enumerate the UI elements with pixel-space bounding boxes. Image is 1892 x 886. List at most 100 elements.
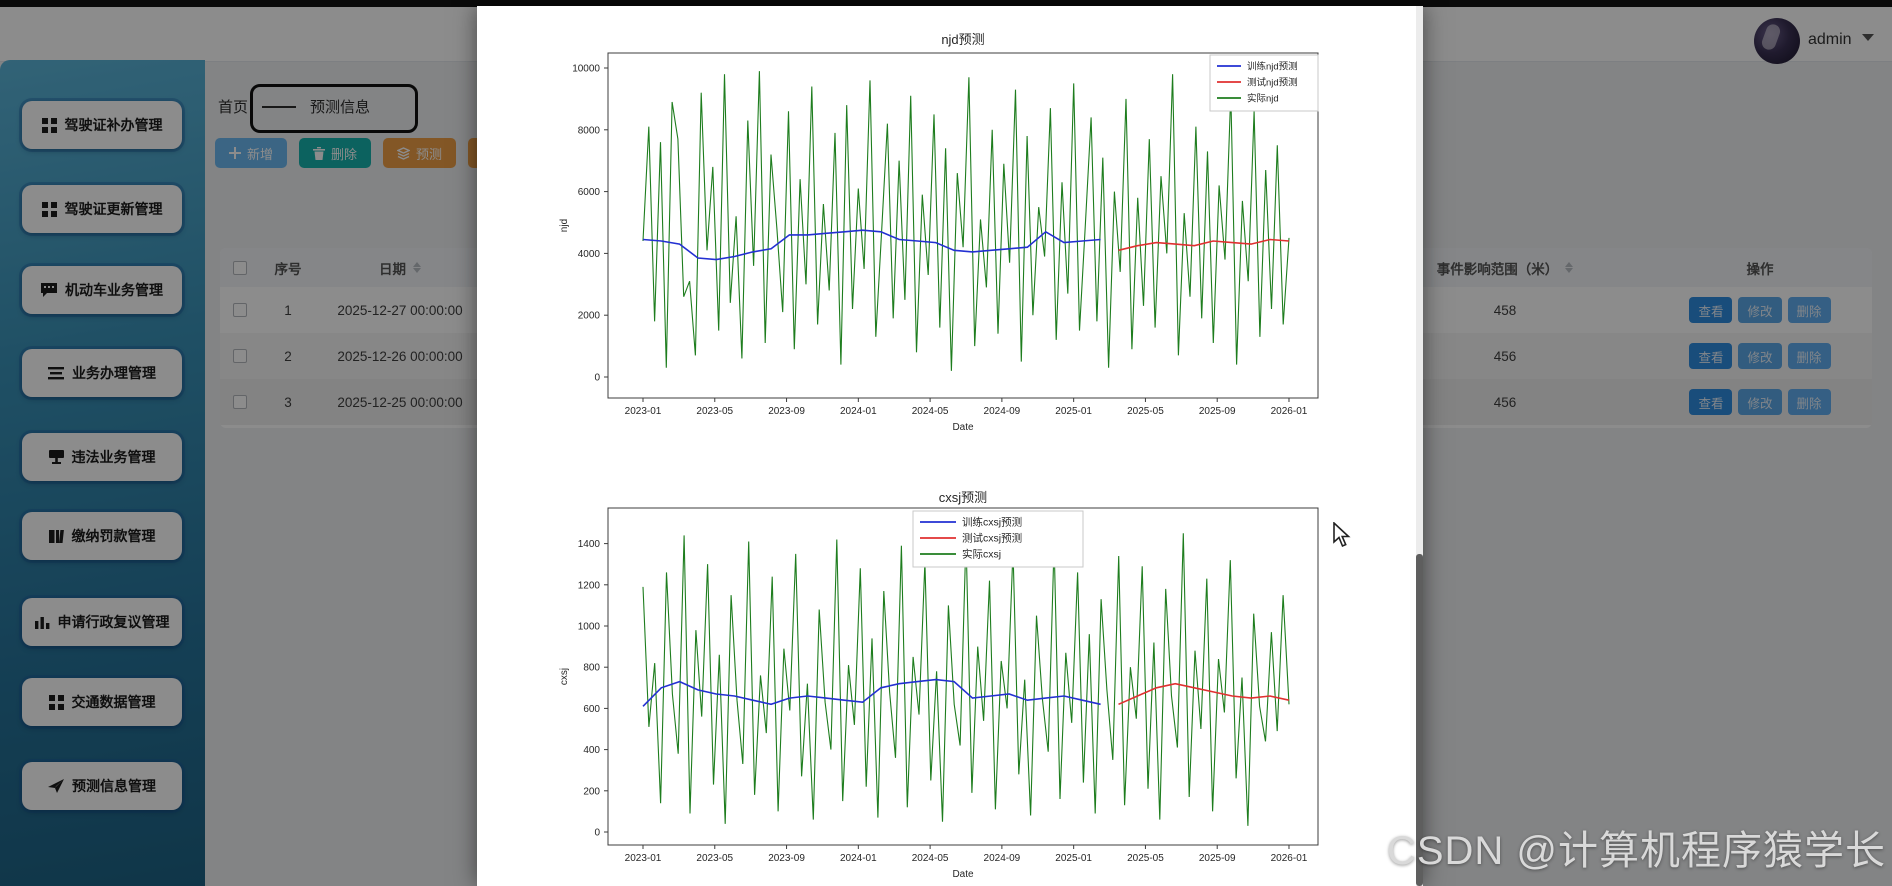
cell-operation: 查看 修改 删除 [1660, 333, 1860, 379]
series-测试cxsj预测 [1118, 682, 1290, 706]
chart-1: njd预测 0 2000 4000 6000 8000 10000 2023-01 2023-0… [559, 32, 1319, 433]
svg-text:2025-05: 2025-05 [1127, 853, 1164, 864]
sidebar-item-5[interactable]: 违法业务管理 [22, 433, 182, 481]
sidebar-item-1[interactable]: 驾驶证补办管理 [22, 101, 182, 149]
sidebar-item-2[interactable]: 驾驶证更新管理 [22, 185, 182, 233]
sort-icon [1565, 262, 1574, 273]
svg-text:2024-05: 2024-05 [912, 406, 949, 417]
breadcrumb-home[interactable]: 首页 [218, 99, 249, 116]
bar-chart-icon [34, 615, 50, 629]
row-action-修改[interactable]: 修改 [1738, 389, 1782, 415]
row-action-修改[interactable]: 修改 [1738, 297, 1782, 323]
svg-text:2024-09: 2024-09 [984, 406, 1021, 417]
svg-text:2000: 2000 [578, 311, 601, 322]
svg-text:2025-05: 2025-05 [1127, 406, 1164, 417]
svg-text:2025-09: 2025-09 [1199, 853, 1236, 864]
username[interactable]: admin [1808, 31, 1852, 48]
select-all-checkbox[interactable] [233, 260, 247, 275]
svg-text:cxsj预测: cxsj预测 [939, 490, 987, 505]
cell-range: 456 [1493, 348, 1517, 364]
sidebar-item-label: 交通数据管理 [71, 694, 156, 710]
sidebar-item-label: 驾驶证更新管理 [64, 201, 163, 217]
svg-text:2025-09: 2025-09 [1199, 406, 1236, 417]
column-header-no[interactable]: 序号 [274, 261, 302, 277]
sidebar-item-label: 驾驶证补办管理 [64, 117, 163, 133]
mouse-cursor-icon [1333, 522, 1351, 548]
sidebar-item-3[interactable]: 机动车业务管理 [22, 266, 182, 314]
sidebar-item-7[interactable]: 申请行政复议管理 [22, 598, 182, 646]
toolbar-button-预测-3[interactable]: 预测 [383, 138, 457, 168]
sidebar: 驾驶证补办管理 驾驶证更新管理 机动车业务管理业务办理管理 违法业务管理缴纳罚款管理申… [0, 60, 205, 886]
send-icon [48, 779, 64, 793]
row-action-修改[interactable]: 修改 [1738, 343, 1782, 369]
row-checkbox[interactable] [233, 303, 247, 317]
row-action-删除[interactable]: 删除 [1787, 389, 1831, 415]
sidebar-item-label: 缴纳罚款管理 [71, 528, 156, 544]
breadcrumb: 首页 预测信息 [218, 96, 370, 117]
svg-text:2023-05: 2023-05 [696, 406, 733, 417]
row-checkbox[interactable] [233, 349, 247, 363]
svg-text:2026-01: 2026-01 [1271, 406, 1308, 417]
column-header-range[interactable]: 事件影响范围（米） [1420, 248, 1590, 287]
svg-text:200: 200 [583, 786, 600, 797]
svg-text:2024-05: 2024-05 [912, 853, 949, 864]
row-action-删除[interactable]: 删除 [1787, 297, 1831, 323]
list-icon [48, 366, 64, 380]
svg-text:2023-05: 2023-05 [696, 853, 733, 864]
sidebar-item-8[interactable]: 交通数据管理 [22, 678, 182, 726]
svg-text:2023-01: 2023-01 [625, 406, 662, 417]
cell-date: 2025-12-27 00:00:00 [337, 302, 463, 318]
book-icon [48, 529, 64, 544]
cell-no: 3 [284, 394, 292, 410]
svg-text:训练cxsj预测: 训练cxsj预测 [962, 516, 1022, 529]
svg-text:2023-09: 2023-09 [768, 406, 805, 417]
row-action-查看[interactable]: 查看 [1689, 297, 1733, 323]
prediction-charts-modal: njd预测 0 2000 4000 6000 8000 10000 2023-01 2023-0… [477, 6, 1423, 886]
svg-text:2026-01: 2026-01 [1271, 853, 1308, 864]
column-header-date[interactable]: 日期 [320, 248, 480, 287]
breadcrumb-current: 预测信息 [310, 99, 371, 116]
trash-icon [313, 146, 326, 160]
sort-icon [413, 262, 421, 273]
svg-text:Date: Date [952, 869, 974, 880]
avatar[interactable] [1754, 18, 1800, 64]
svg-text:njd预测: njd预测 [941, 32, 984, 47]
modal-scrollbar-track[interactable] [1416, 6, 1423, 886]
svg-text:1400: 1400 [578, 539, 601, 550]
toolbar-button-label: 预测 [416, 146, 443, 162]
row-action-查看[interactable]: 查看 [1689, 343, 1733, 369]
svg-text:600: 600 [583, 704, 600, 715]
svg-text:8000: 8000 [578, 125, 601, 136]
cell-range: 456 [1493, 394, 1517, 410]
toolbar-button-新增-1[interactable]: 新增 [215, 138, 288, 168]
row-checkbox[interactable] [233, 395, 247, 409]
sidebar-item-label: 机动车业务管理 [65, 282, 163, 298]
svg-text:4000: 4000 [578, 249, 601, 260]
row-action-删除[interactable]: 删除 [1787, 343, 1831, 369]
chevron-down-icon[interactable] [1862, 34, 1874, 41]
series-实际njd [642, 71, 1290, 371]
svg-text:2024-01: 2024-01 [840, 853, 877, 864]
svg-text:2025-01: 2025-01 [1055, 406, 1092, 417]
sidebar-item-label: 预测信息管理 [72, 778, 156, 794]
toolbar-button-删除-2[interactable]: 删除 [299, 138, 372, 168]
watermark: CSDN @计算机程序猿学长 [1386, 829, 1886, 873]
svg-text:0: 0 [594, 373, 600, 384]
modal-scrollbar-thumb[interactable] [1416, 554, 1423, 886]
svg-text:测试cxsj预测: 测试cxsj预测 [962, 532, 1022, 545]
sidebar-item-label: 申请行政复议管理 [57, 614, 170, 630]
svg-text:2023-09: 2023-09 [768, 853, 805, 864]
chat-icon [41, 282, 57, 298]
svg-text:1000: 1000 [578, 622, 601, 633]
active-tab-outline[interactable] [250, 84, 418, 133]
sidebar-item-6[interactable]: 缴纳罚款管理 [22, 512, 182, 560]
chart-2: cxsj预测 0 200 400 600 800 1000 1200 1400 2023-01 20… [559, 490, 1319, 880]
svg-text:njd: njd [559, 219, 570, 232]
cell-operation: 查看 修改 删除 [1660, 287, 1860, 333]
row-action-查看[interactable]: 查看 [1689, 389, 1733, 415]
sidebar-item-9[interactable]: 预测信息管理 [22, 762, 182, 810]
series-训练njd预测 [642, 229, 1101, 261]
sidebar-item-4[interactable]: 业务办理管理 [22, 349, 182, 397]
